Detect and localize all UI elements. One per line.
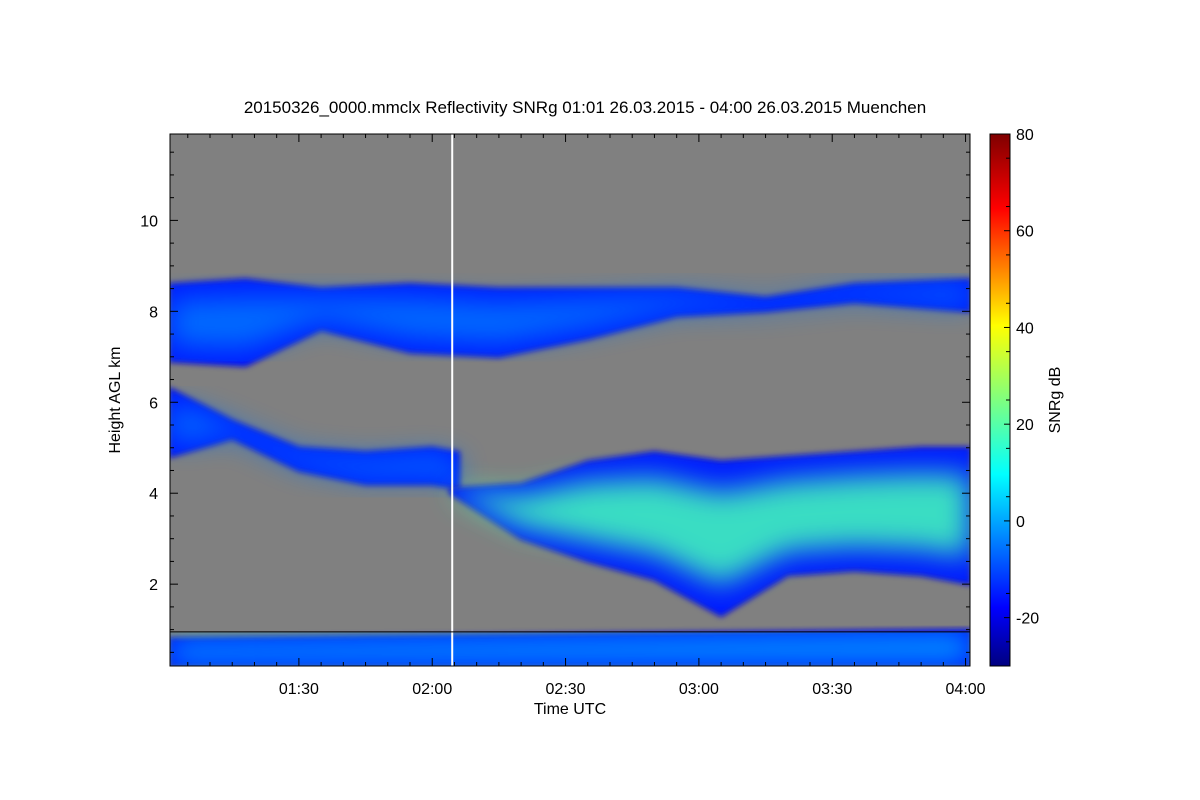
y-tick-label: 6 — [149, 395, 158, 412]
echo-layers — [170, 278, 970, 666]
echo-layer-lower-precipitation — [449, 446, 970, 618]
y-tick-label: 4 — [149, 486, 158, 503]
y-tick-label: 2 — [149, 577, 158, 594]
x-axis-title: Time UTC — [534, 701, 606, 718]
y-tick-label: 8 — [149, 304, 158, 321]
colorbar-tick-label: 40 — [1016, 320, 1034, 337]
echo-layer-core — [450, 473, 970, 586]
x-tick-label: 01:30 — [279, 681, 319, 698]
plot-frame — [169, 133, 971, 667]
echo-layer-core — [170, 636, 970, 661]
x-tick-label: 03:30 — [812, 681, 852, 698]
echo-layer-upper-cirrus — [170, 278, 970, 367]
plot-background — [170, 134, 970, 666]
y-axis-title: Height AGL km — [107, 346, 124, 453]
x-axis: 01:30 02:00 02:30 03:00 03:30 04:00 — [187, 134, 986, 698]
x-tick-label: 03:00 — [679, 681, 719, 698]
colorbar-title: SNRg dB — [1047, 367, 1064, 434]
colorbar-tick-label: 80 — [1016, 127, 1034, 144]
colorbar-tick-label: 0 — [1016, 514, 1025, 531]
echo-layer-surface-clutter — [170, 628, 970, 666]
echo-layer-core — [170, 402, 459, 482]
colorbar-tick-label: 60 — [1016, 224, 1034, 241]
echo-layer-core — [170, 285, 970, 349]
x-tick-label: 02:00 — [412, 681, 452, 698]
y-axis: 2 4 6 8 10 — [140, 151, 970, 653]
marker-lines — [170, 134, 970, 666]
y-tick-label: 10 — [140, 213, 158, 230]
x-tick-label: 02:30 — [546, 681, 586, 698]
colorbar-tick-label: -20 — [1016, 611, 1039, 628]
x-tick-label: 04:00 — [946, 681, 986, 698]
colorbar-ticks: -20 0 20 40 60 80 — [1004, 127, 1039, 643]
chart-title: 20150326_0000.mmclx Reflectivity SNRg 01… — [243, 98, 927, 117]
colorbar-tick-label: 20 — [1016, 417, 1034, 434]
